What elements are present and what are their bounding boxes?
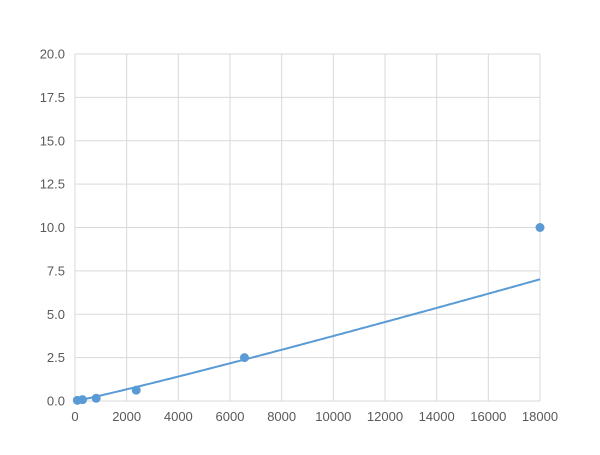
x-axis: 0 2000 4000 6000 8000 10000 12000 14000 16000 180… xyxy=(71,409,558,424)
y-tick-label: 12.5 xyxy=(40,177,65,192)
y-tick-label: 5.0 xyxy=(47,307,65,322)
trend-line xyxy=(74,278,541,402)
x-tick-label: 12000 xyxy=(367,409,403,424)
y-axis: 0.0 2.5 5.0 7.5 10.0 12.5 15.0 17.5 20.0 xyxy=(40,47,65,409)
x-tick-label: 10000 xyxy=(315,409,351,424)
x-tick-label: 0 xyxy=(71,409,78,424)
x-tick-label: 6000 xyxy=(216,409,245,424)
y-tick-label: 0.0 xyxy=(47,394,65,409)
data-points xyxy=(72,223,545,405)
y-tick-label: 7.5 xyxy=(47,263,65,278)
x-tick-label: 18000 xyxy=(522,409,558,424)
y-tick-label: 17.5 xyxy=(40,90,65,105)
y-tick-label: 20.0 xyxy=(40,47,65,62)
x-tick-label: 2000 xyxy=(112,409,141,424)
x-tick-label: 14000 xyxy=(419,409,455,424)
grid xyxy=(74,53,541,402)
y-tick-label: 10.0 xyxy=(40,220,65,235)
x-tick-label: 16000 xyxy=(470,409,506,424)
x-tick-label: 4000 xyxy=(164,409,193,424)
y-tick-label: 15.0 xyxy=(40,133,65,148)
data-point xyxy=(535,223,545,232)
data-point xyxy=(91,393,101,403)
data-point xyxy=(239,353,249,363)
x-tick-label: 8000 xyxy=(267,409,296,424)
y-tick-label: 2.5 xyxy=(47,350,65,365)
data-point xyxy=(77,395,87,405)
data-point xyxy=(131,385,141,395)
